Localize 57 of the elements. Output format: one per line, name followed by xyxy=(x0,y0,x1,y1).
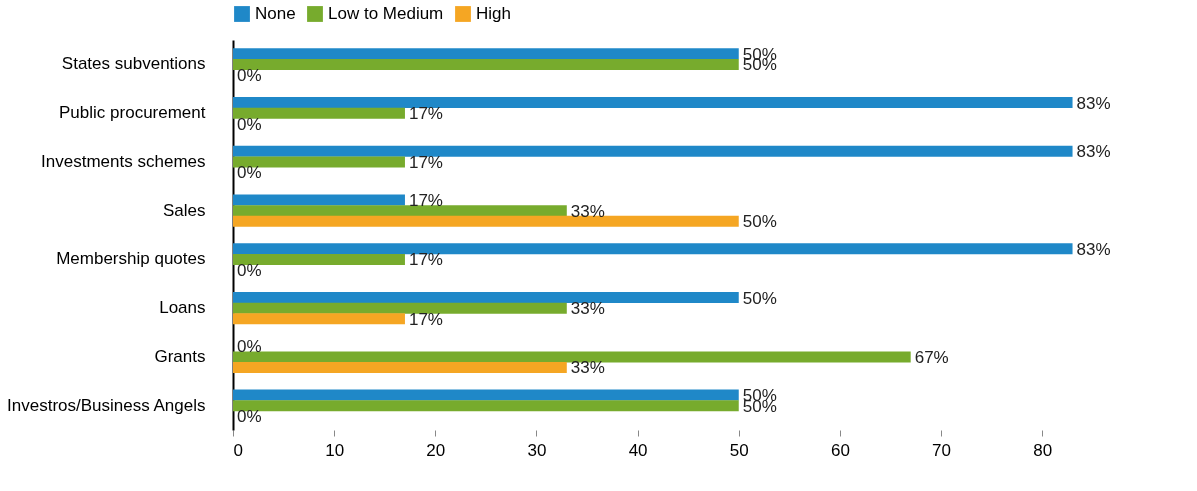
data-label: 17% xyxy=(408,152,443,172)
y-tick-label: Membership quotes xyxy=(56,249,206,269)
data-label: 67% xyxy=(914,347,949,367)
legend-label: None xyxy=(255,4,296,23)
data-label: 0% xyxy=(237,407,262,427)
bar xyxy=(233,48,739,60)
data-label: 17% xyxy=(408,309,443,329)
legend-label: Low to Medium xyxy=(328,4,444,23)
data-label: 0% xyxy=(237,163,262,183)
bar xyxy=(233,253,405,265)
data-label: 0% xyxy=(237,65,262,85)
data-label: 0% xyxy=(237,337,262,357)
bar xyxy=(233,302,567,314)
bar xyxy=(233,145,1073,157)
data-label: 33% xyxy=(570,201,605,221)
x-tick-label: 10 xyxy=(325,440,345,460)
bar xyxy=(233,313,405,325)
y-tick-label: Grants xyxy=(154,346,206,366)
x-tick-label: 20 xyxy=(426,440,446,460)
data-label: 17% xyxy=(408,104,443,124)
bar xyxy=(233,194,405,206)
data-label: 0% xyxy=(237,260,262,280)
y-tick-label: Investments schemes xyxy=(41,151,206,171)
bar xyxy=(233,215,739,227)
bar xyxy=(233,361,567,373)
x-tick-label: 40 xyxy=(628,440,648,460)
bar xyxy=(233,243,1073,255)
bar xyxy=(233,97,1073,109)
x-tick-label: 80 xyxy=(1033,440,1053,460)
x-tick-label: 0 xyxy=(233,440,243,460)
bar xyxy=(233,389,739,401)
y-tick-label: Public procurement xyxy=(59,103,206,123)
data-label: 83% xyxy=(1076,142,1111,162)
data-label: 50% xyxy=(742,212,777,232)
x-tick-label: 30 xyxy=(527,440,547,460)
bar xyxy=(233,156,405,168)
data-label: 50% xyxy=(742,288,777,308)
x-tick-label: 70 xyxy=(932,440,952,460)
y-tick-label: Loans xyxy=(159,298,206,318)
bar xyxy=(233,400,739,412)
bar xyxy=(233,292,739,304)
y-tick-label: Investros/Business Angels xyxy=(7,395,206,415)
bar xyxy=(233,107,405,119)
x-tick-label: 50 xyxy=(729,440,749,460)
x-tick-label: 60 xyxy=(830,440,850,460)
y-tick-label: Sales xyxy=(162,200,206,220)
data-label: 0% xyxy=(237,114,262,134)
data-label: 83% xyxy=(1076,93,1111,113)
data-label: 33% xyxy=(570,358,605,378)
data-label: 83% xyxy=(1076,239,1111,259)
y-tick-label: States subventions xyxy=(61,54,206,74)
bar xyxy=(233,58,739,70)
data-label: 17% xyxy=(408,250,443,270)
data-label: 33% xyxy=(570,299,605,319)
bar xyxy=(233,205,567,217)
bar xyxy=(233,351,911,363)
legend-label: High xyxy=(476,4,511,23)
